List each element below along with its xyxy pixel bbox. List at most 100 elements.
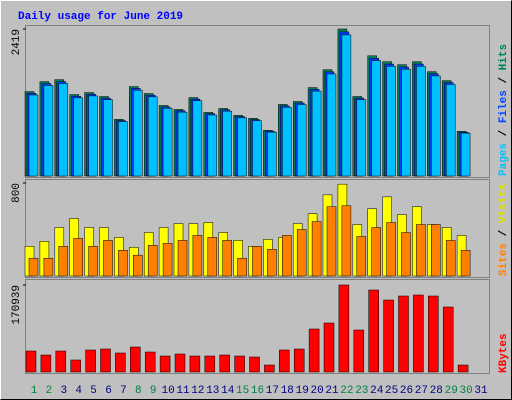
bar bbox=[189, 355, 201, 373]
bar bbox=[293, 348, 305, 373]
bar bbox=[416, 224, 426, 277]
x-tick-label: 1 bbox=[31, 385, 38, 397]
bar bbox=[386, 222, 396, 277]
bar bbox=[177, 111, 188, 177]
x-tick-label: 18 bbox=[281, 385, 294, 397]
legend-entry: Visits bbox=[498, 184, 510, 224]
x-tick-label: 15 bbox=[236, 385, 249, 397]
bar bbox=[237, 257, 247, 277]
bar bbox=[162, 108, 173, 177]
legend-entry: Files bbox=[498, 90, 510, 123]
bar bbox=[43, 85, 54, 177]
x-tick-label: 27 bbox=[415, 385, 428, 397]
bar bbox=[144, 351, 156, 373]
bar bbox=[28, 257, 39, 277]
x-tick-label: 20 bbox=[310, 385, 323, 397]
bar bbox=[174, 353, 186, 373]
bar bbox=[70, 359, 81, 373]
bar bbox=[279, 349, 290, 373]
bar bbox=[371, 227, 381, 277]
bar bbox=[338, 284, 350, 373]
bar bbox=[401, 232, 411, 277]
bar bbox=[40, 354, 52, 373]
bar bbox=[267, 249, 277, 277]
x-tick-label: 5 bbox=[90, 385, 97, 397]
bar bbox=[282, 235, 292, 277]
bar bbox=[130, 346, 141, 373]
bar bbox=[282, 107, 292, 177]
bar bbox=[177, 240, 188, 277]
bar bbox=[222, 240, 232, 277]
bar bbox=[222, 110, 232, 177]
x-tick-label: 2 bbox=[46, 385, 53, 397]
bar bbox=[416, 66, 426, 177]
legend-entry: Pages bbox=[498, 143, 510, 176]
bar bbox=[341, 34, 352, 177]
x-tick-label: 3 bbox=[60, 385, 67, 397]
bar bbox=[445, 84, 456, 177]
bar bbox=[118, 250, 128, 277]
bar bbox=[431, 224, 441, 277]
bar bbox=[353, 329, 365, 373]
x-tick-label: 21 bbox=[325, 385, 339, 397]
bar bbox=[237, 117, 247, 177]
bar bbox=[356, 99, 367, 177]
bar bbox=[326, 206, 337, 277]
bar bbox=[88, 246, 98, 277]
bar bbox=[100, 348, 111, 373]
bar bbox=[267, 131, 277, 177]
y-tick-label: 800 bbox=[11, 183, 23, 203]
legend-entry: Sites bbox=[498, 243, 510, 276]
bar bbox=[442, 306, 454, 373]
x-tick-label: 29 bbox=[445, 385, 458, 397]
bar bbox=[383, 299, 394, 373]
bar bbox=[207, 237, 218, 277]
bar bbox=[88, 95, 98, 177]
x-tick-label: 4 bbox=[75, 385, 82, 397]
x-tick-label: 6 bbox=[105, 385, 112, 397]
bar bbox=[308, 328, 320, 373]
bar bbox=[73, 97, 83, 177]
bar bbox=[460, 250, 471, 277]
bar bbox=[118, 121, 128, 177]
bar bbox=[368, 289, 379, 373]
x-tick-label: 24 bbox=[370, 385, 384, 397]
bar bbox=[58, 246, 69, 277]
x-tick-label: 25 bbox=[385, 385, 398, 397]
bar bbox=[25, 350, 37, 373]
bar bbox=[311, 221, 322, 277]
x-tick-label: 11 bbox=[176, 385, 190, 397]
x-tick-label: 13 bbox=[206, 385, 219, 397]
bar bbox=[252, 246, 262, 277]
bar bbox=[133, 89, 143, 177]
bar bbox=[445, 240, 456, 277]
bar bbox=[413, 294, 424, 373]
bar bbox=[162, 243, 173, 277]
x-tick-label: 26 bbox=[400, 385, 413, 397]
bar bbox=[43, 257, 54, 277]
bar bbox=[341, 205, 352, 277]
bar bbox=[326, 73, 337, 177]
bar bbox=[147, 96, 158, 177]
bar bbox=[159, 355, 171, 373]
bar bbox=[133, 254, 143, 277]
bar bbox=[55, 350, 67, 373]
bar bbox=[356, 236, 367, 277]
legend: Sites / Visits bbox=[498, 184, 510, 276]
bar bbox=[431, 75, 441, 177]
bar bbox=[147, 245, 158, 277]
bar bbox=[219, 354, 230, 373]
bar bbox=[457, 364, 469, 373]
x-tick-label: 28 bbox=[430, 385, 443, 397]
bar bbox=[58, 83, 69, 177]
bar bbox=[115, 352, 126, 373]
x-tick-label: 7 bbox=[120, 385, 127, 397]
bar bbox=[192, 235, 203, 277]
bar bbox=[386, 66, 396, 177]
x-tick-label: 23 bbox=[355, 385, 368, 397]
x-tick-label: 12 bbox=[191, 385, 204, 397]
x-tick-label: 14 bbox=[221, 385, 235, 397]
legend-entry: Hits bbox=[498, 44, 510, 70]
bar bbox=[296, 104, 307, 177]
